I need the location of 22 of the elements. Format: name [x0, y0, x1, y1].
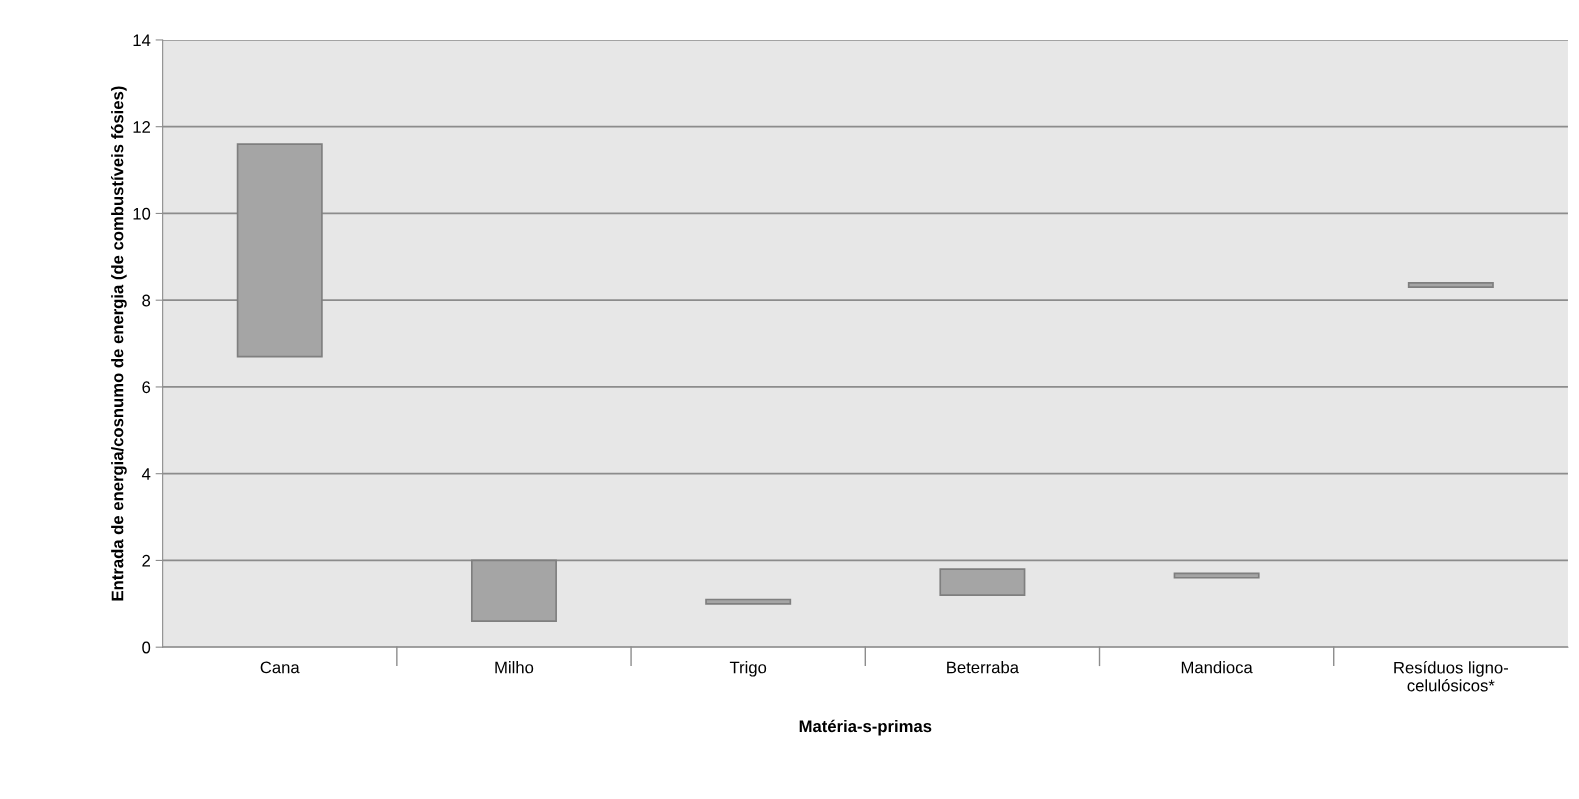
y-axis-title: Entrada de energia/cosnumo de energia (de combustíveis fósies)	[110, 86, 127, 601]
bar	[236, 143, 323, 358]
y-tick-label: 10	[133, 207, 151, 220]
bar	[1173, 572, 1260, 579]
y-tick-label: 2	[142, 554, 150, 567]
y-tick-label: 4	[141, 468, 151, 480]
bar	[939, 568, 1026, 596]
y-tick-label: 8	[142, 294, 151, 307]
y-tick-label: 6	[142, 381, 151, 394]
y-tick-label: 14	[133, 34, 151, 46]
x-tick-label: Milho	[495, 661, 534, 674]
y-tick-label: 0	[142, 641, 151, 654]
bar	[1407, 282, 1494, 289]
x-tick-label: Beterraba	[947, 661, 1019, 674]
x-tick-label: Trigo	[729, 661, 767, 677]
x-axis-title: Matéria-s-primas	[799, 719, 932, 736]
x-tick-label: Resíduos ligno- celulósicos*	[1394, 661, 1508, 692]
x-tick-label: Mandioca	[1181, 661, 1253, 674]
y-tick-label: 12	[133, 121, 150, 133]
bar	[470, 559, 557, 623]
bar	[705, 598, 792, 605]
x-tick-label: Cana	[260, 661, 300, 674]
